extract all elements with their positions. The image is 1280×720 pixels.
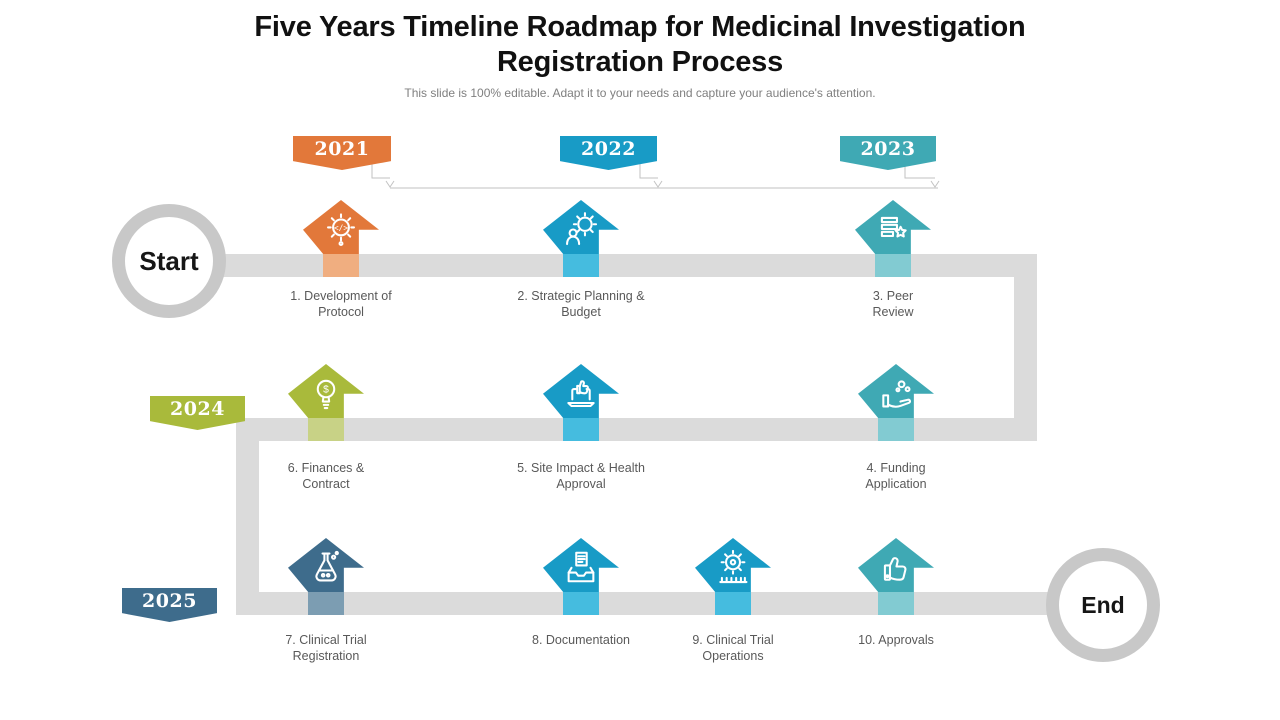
path-row-3 [236, 592, 1056, 615]
gear-tools-icon [719, 549, 748, 584]
milestone-2-label: 2. Strategic Planning & Budget [517, 289, 645, 319]
start-node: Start [112, 204, 226, 318]
milestone-6-label: 6. Finances & Contract [287, 461, 365, 491]
milestone-10-stem [878, 592, 914, 615]
milestone-5-stem [563, 418, 599, 441]
milestone-10-label: 10. Approvals [858, 633, 934, 647]
document-tray-icon [567, 551, 595, 583]
end-label: End [1081, 591, 1125, 618]
path-row-2 [236, 418, 1037, 441]
milestone-8-stem [563, 592, 599, 615]
end-node: End [1046, 548, 1160, 662]
milestone-7-label: 7. Clinical Trial Registration [285, 633, 367, 663]
year-ribbon-2024: 2024 [150, 396, 245, 430]
laptop-thumbs-up-icon [567, 380, 595, 408]
hand-coins-icon [882, 380, 912, 408]
milestone-3-label: 3. Peer Review [872, 289, 914, 319]
milestone-4-label: 4. Funding Application [865, 461, 927, 491]
milestone-2-stem [563, 254, 599, 277]
year-connector-lines [371, 162, 940, 189]
lab-flask-icon [315, 550, 339, 582]
path-left-column [236, 418, 259, 615]
milestone-3-stem [875, 254, 911, 277]
path-row-1 [170, 254, 1037, 277]
list-star-icon [880, 216, 907, 238]
milestone-5-label: 5. Site Impact & Health Approval [517, 461, 645, 491]
milestone-4-stem [878, 418, 914, 441]
milestone-1-label: 1. Development of Protocol [290, 289, 392, 319]
bulb-dollar-icon: $ [316, 379, 336, 410]
milestone-7-stem [308, 592, 344, 615]
path-right-column [1014, 254, 1037, 441]
start-label: Start [139, 245, 199, 276]
milestone-1-stem [323, 254, 359, 277]
gear-code-icon: </> [326, 213, 356, 247]
milestone-9-stem [715, 592, 751, 615]
gear-person-icon [566, 212, 598, 246]
svg-text:$: $ [323, 385, 329, 396]
year-ribbon-2025: 2025 [122, 588, 217, 622]
milestone-8-label: 8. Documentation [532, 633, 630, 647]
page-subtitle: This slide is 100% editable. Adapt it to… [404, 86, 876, 100]
svg-text:</>: </> [334, 224, 349, 233]
milestone-9-label: 9. Clinical Trial Operations [692, 633, 774, 663]
milestone-6-stem [308, 418, 344, 441]
page-title: Five Years Timeline Roadmap for Medicina… [254, 11, 1026, 78]
thumbs-up-icon [883, 557, 907, 581]
